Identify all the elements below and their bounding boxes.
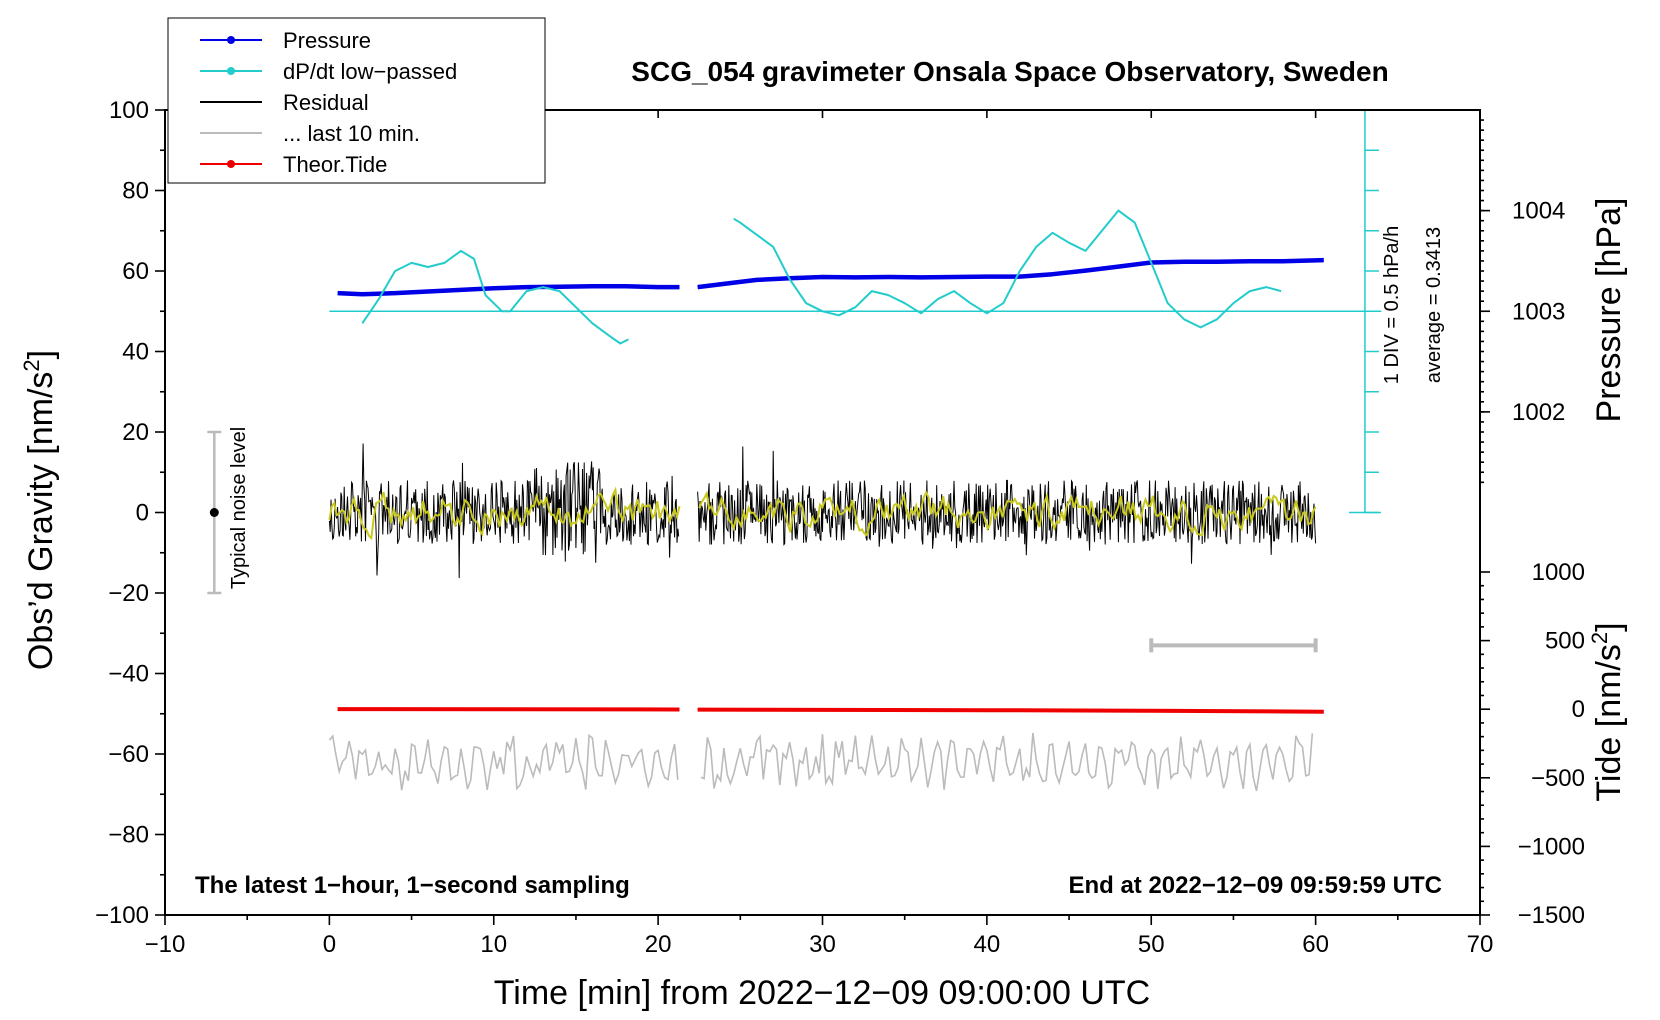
legend-label: Theor.Tide: [283, 152, 387, 177]
legend-marker: [227, 36, 235, 44]
y-axis-label-gravity-main: Obs’d Gravity [nm/s: [22, 372, 60, 671]
series-0-line-segment-1: [697, 257, 1324, 290]
y-axis-label-gravity-tail: ]: [22, 350, 60, 359]
tide-tick-label: 0: [1572, 696, 1585, 723]
legend-label: Pressure: [283, 28, 371, 53]
legend-marker: [227, 67, 235, 75]
y-axis-label-gravity: Obs’d Gravity [nm/s2]: [19, 350, 60, 670]
series-2-trace-segment-1: [697, 446, 1317, 564]
y-tick-label: −20: [108, 580, 149, 607]
y-axis-label-tide-main: Tide [nm/s: [1590, 644, 1628, 801]
y-axis-label-tide-tail: ]: [1590, 622, 1628, 631]
y-tick-label: −60: [108, 741, 149, 768]
series-5-trace-segment-1: [700, 732, 1314, 792]
x-tick-label: 40: [974, 931, 1001, 958]
x-tick-label: 10: [480, 931, 507, 958]
legend: Pressure dP/dt low−passed Residual ... last…: [167, 17, 546, 184]
pressure-tick-label: 1004: [1512, 198, 1565, 225]
tide-tick-label: −1000: [1518, 833, 1585, 860]
x-tick-label: 60: [1302, 931, 1329, 958]
legend-label: dP/dt low−passed: [283, 59, 457, 84]
y-tick-label: 60: [122, 258, 149, 285]
y-tick-label: 0: [136, 500, 149, 527]
x-tick-label: 20: [645, 931, 672, 958]
legend-box: [167, 17, 546, 184]
frame-layer: [155, 109, 1490, 925]
series-3-trace-segment-0: [328, 486, 681, 541]
series-1-line-segment-1: [733, 209, 1282, 329]
chart-title: SCG_054 gravimeter Onsala Space Observat…: [631, 56, 1388, 87]
noise-level-label: Typical noise level: [228, 427, 250, 589]
y-tick-label: 20: [122, 419, 149, 446]
series-0-line-segment-0: [337, 284, 680, 297]
noise-bar-center: [209, 508, 219, 517]
series-5-trace-segment-0: [328, 733, 679, 791]
y-axis-label-tide: Tide [nm/s2]: [1587, 622, 1628, 801]
y-axis-label-pressure: Pressure [hPa]: [1590, 198, 1628, 423]
legend-label: ... last 10 min.: [283, 121, 420, 146]
y-tick-label: −80: [108, 822, 149, 849]
series-4-line-segment-1: [697, 707, 1324, 714]
x-tick-label: −10: [145, 931, 186, 958]
y-tick-label: 100: [109, 97, 149, 124]
x-axis-label: Time [min] from 2022−12−09 09:00:00 UTC: [494, 974, 1150, 1012]
dpdt-div-label: 1 DIV = 0.5 hPa/h: [1381, 226, 1403, 384]
series-2-trace-segment-0: [328, 443, 680, 579]
pressure-tick-label: 1002: [1512, 399, 1565, 426]
x-tick-label: 30: [809, 931, 836, 958]
pressure-tick-label: 1003: [1512, 298, 1565, 325]
footer-right-note: End at 2022−12−09 09:59:59 UTC: [1068, 872, 1442, 899]
tide-tick-label: 500: [1545, 628, 1585, 655]
x-tick-label: 0: [323, 931, 336, 958]
tide-tick-label: −1500: [1518, 902, 1585, 929]
x-tick-label: 70: [1467, 931, 1494, 958]
y-axis-label-tide-sup: 2: [1587, 632, 1612, 644]
x-tick-label: 50: [1138, 931, 1165, 958]
tide-tick-label: −500: [1531, 765, 1585, 792]
y-tick-label: −100: [95, 902, 149, 929]
plot-layer: [207, 109, 1382, 792]
tide-tick-label: 1000: [1532, 559, 1585, 586]
y-tick-label: 40: [122, 339, 149, 366]
series-1-line-segment-0: [361, 249, 629, 345]
text-layer: SCG_054 gravimeter Onsala Space Observat…: [19, 56, 1628, 1012]
dpdt-average-label: average = 0.3413: [1423, 227, 1445, 383]
footer-left-note: The latest 1−hour, 1−second sampling: [195, 872, 630, 899]
legend-label: Residual: [283, 90, 369, 115]
series-3-trace-segment-1: [698, 490, 1317, 537]
y-tick-label: −40: [108, 661, 149, 688]
legend-marker: [227, 160, 235, 168]
y-tick-label: 80: [122, 178, 149, 205]
y-axis-label-gravity-sup: 2: [19, 359, 44, 371]
